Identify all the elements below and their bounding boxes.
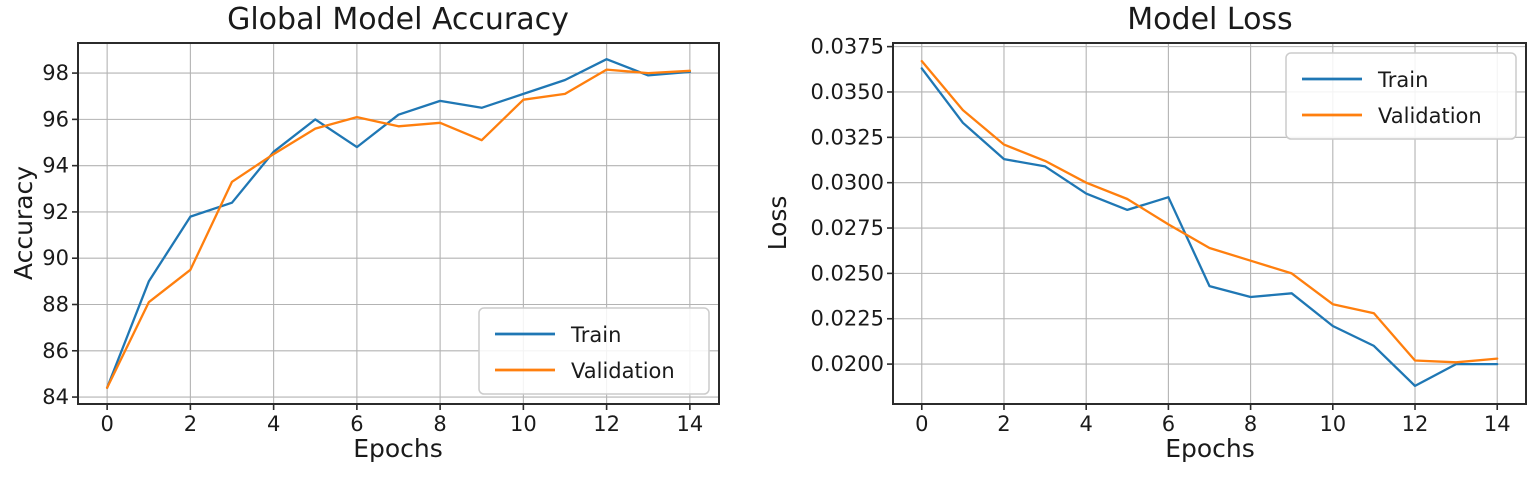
x-tick-label: 0: [915, 412, 928, 436]
y-tick-label: 0.0250: [811, 261, 884, 285]
y-tick-label: 0.0300: [811, 171, 884, 195]
x-tick-label: 0: [100, 412, 113, 436]
x-tick-label: 8: [433, 412, 446, 436]
x-tick-label: 10: [510, 412, 537, 436]
y-tick-label: 98: [42, 61, 69, 85]
y-tick-label: 0.0200: [811, 352, 884, 376]
legend-box: [1285, 52, 1517, 140]
x-tick-label: 10: [1319, 412, 1346, 436]
legend: Train Validation: [478, 307, 710, 395]
accuracy-y-axis-label: Accuracy: [9, 165, 38, 281]
y-tick-label: 88: [42, 292, 69, 316]
legend-validation-label: Validation: [1378, 104, 1482, 128]
plot-border: [892, 42, 1527, 405]
accuracy-figure: 0 2 4 6 8 10 12 14 84 86 88 90 92 94 96 98 Train Validati…: [0, 0, 760, 477]
x-tick-label: 4: [267, 412, 280, 436]
y-tick-label: 86: [42, 339, 69, 363]
accuracy-plot-canvas: 0 2 4 6 8 10 12 14 84 86 88 90 92 94 96 98 Train Validati…: [42, 42, 720, 436]
y-tick-label: 90: [42, 246, 69, 270]
y-tick-label: 0.0275: [811, 216, 884, 240]
loss-y-axis-label: Loss: [763, 195, 792, 251]
x-tick-label: 12: [593, 412, 620, 436]
y-tick-label: 0.0325: [811, 125, 884, 149]
y-tick-label: 0.0225: [811, 307, 884, 331]
y-tick-label: 92: [42, 200, 69, 224]
x-tick-label: 6: [350, 412, 363, 436]
legend: Train Validation: [1285, 52, 1517, 140]
x-tick-label: 2: [184, 412, 197, 436]
loss-chart-title: Model Loss: [1127, 2, 1293, 37]
train-series-line: [920, 67, 1499, 388]
x-tick-label: 2: [997, 412, 1010, 436]
loss-plot-canvas: 0 2 4 6 8 10 12 14 0.0200 0.0225 0.0250 0.0275 0.030…: [811, 35, 1527, 436]
loss-figure: 0 2 4 6 8 10 12 14 0.0200 0.0225 0.0250 0.0275 0.030…: [760, 0, 1535, 477]
y-tick-label: 0.0375: [811, 35, 884, 59]
accuracy-x-axis-label: Epochs: [353, 434, 443, 463]
legend-box: [478, 307, 710, 395]
y-tick-label: 96: [42, 107, 69, 131]
validation-series-line: [105, 68, 692, 389]
x-tick-label: 14: [1484, 412, 1511, 436]
y-tick-label: 84: [42, 385, 69, 409]
x-tick-label: 14: [676, 412, 703, 436]
legend-train-label: Train: [1377, 68, 1428, 92]
y-tick-label: 0.0350: [811, 80, 884, 104]
legend-validation-label: Validation: [571, 359, 675, 383]
x-tick-label: 6: [1162, 412, 1175, 436]
loss-x-axis-label: Epochs: [1165, 434, 1255, 463]
validation-series-line: [920, 59, 1499, 364]
y-tick-label: 94: [42, 154, 69, 178]
legend-train-label: Train: [570, 323, 621, 347]
plot-border: [77, 42, 720, 405]
x-tick-label: 4: [1080, 412, 1093, 436]
x-tick-label: 12: [1402, 412, 1429, 436]
train-series-line: [105, 58, 692, 389]
x-tick-label: 8: [1244, 412, 1257, 436]
accuracy-chart-title: Global Model Accuracy: [227, 2, 569, 37]
